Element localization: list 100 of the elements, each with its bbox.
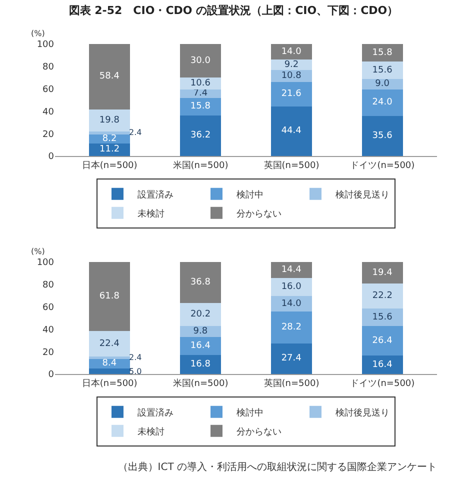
bar <box>180 44 221 78</box>
legend-label: 未検討 <box>138 426 164 438</box>
bar <box>271 44 312 60</box>
bar <box>89 368 130 374</box>
bar <box>362 356 403 374</box>
y-tick-label: 0 <box>48 370 54 380</box>
data-label: 24.0 <box>372 98 393 108</box>
bar <box>271 60 312 70</box>
y-tick-label: 40 <box>42 107 54 118</box>
bar <box>271 262 312 278</box>
data-label: 10.8 <box>281 71 302 82</box>
bar <box>362 116 403 156</box>
y-axis-title: (%) <box>31 247 45 256</box>
y-tick-label: 60 <box>42 302 54 313</box>
y-tick-label: 100 <box>36 40 54 50</box>
legend-label: 検討中 <box>236 407 264 418</box>
data-label: 30.0 <box>190 56 211 66</box>
bar <box>89 331 130 356</box>
y-tick-label: 100 <box>36 258 54 268</box>
y-tick-label: 20 <box>42 348 54 358</box>
legend-label: 検討中 <box>236 189 264 200</box>
y-tick-label: 80 <box>42 62 54 73</box>
data-label: 19.8 <box>99 115 120 126</box>
data-label: 14.0 <box>281 298 302 309</box>
bar <box>271 82 312 106</box>
data-label: 15.8 <box>372 48 393 58</box>
bar <box>362 79 403 90</box>
bar <box>89 356 130 359</box>
data-label: 8.2 <box>102 134 117 144</box>
data-label: 16.4 <box>372 360 393 370</box>
legend-label: 設置済み <box>138 407 174 418</box>
data-label: 15.6 <box>372 312 393 322</box>
data-label: 9.2 <box>284 60 299 70</box>
bar <box>362 262 403 284</box>
bar <box>180 115 221 156</box>
bar <box>89 44 130 110</box>
data-label: 10.6 <box>190 78 211 89</box>
bar <box>180 89 221 98</box>
y-axis-title: (%) <box>31 29 45 38</box>
legend-label: 未検討 <box>138 208 164 220</box>
bar <box>180 262 221 304</box>
x-tick-label: 日本(n=500) <box>82 378 138 389</box>
bar <box>362 62 403 80</box>
data-label: 14.0 <box>281 46 302 57</box>
x-tick-label: 米国(n=500) <box>172 378 228 389</box>
bar <box>89 132 130 134</box>
data-label: 27.4 <box>281 354 302 364</box>
bar <box>180 336 221 356</box>
x-tick-label: ドイツ(n=500) <box>350 378 415 389</box>
y-tick-label: 80 <box>42 280 54 291</box>
data-label: 9.8 <box>193 326 208 336</box>
bar <box>362 284 403 309</box>
bar <box>180 98 221 116</box>
x-tick-label: 英国(n=500) <box>264 160 320 171</box>
legend-label: 設置済み <box>138 189 174 200</box>
data-label: 9.0 <box>375 79 390 90</box>
bar <box>271 296 312 312</box>
data-label: 15.8 <box>190 102 211 112</box>
legend-label: 検討後見送り <box>336 407 390 418</box>
data-label: 44.4 <box>281 126 302 136</box>
y-tick-label: 0 <box>48 152 54 162</box>
data-label: 20.2 <box>190 310 211 320</box>
bar <box>180 303 221 326</box>
bar <box>362 44 403 62</box>
data-label: 36.2 <box>190 130 211 141</box>
bar <box>180 355 221 374</box>
legend-label: 分からない <box>236 208 282 220</box>
bar <box>89 109 130 132</box>
data-label: 28.2 <box>281 322 302 333</box>
y-tick-label: 20 <box>42 130 54 140</box>
x-tick-label: ドイツ(n=500) <box>350 160 415 171</box>
data-label: 21.6 <box>281 89 302 100</box>
bar <box>89 262 130 332</box>
y-tick-label: 60 <box>42 84 54 95</box>
data-label: 2.4 <box>129 353 142 362</box>
bar <box>89 143 130 156</box>
y-tick-label: 40 <box>42 325 54 336</box>
x-tick-label: 英国(n=500) <box>264 378 320 389</box>
data-label: 58.4 <box>99 72 120 82</box>
data-label: 11.2 <box>100 144 120 155</box>
data-label: 8.4 <box>102 358 117 369</box>
data-label: 2.4 <box>129 128 142 137</box>
bar <box>271 343 312 374</box>
x-tick-label: 米国(n=500) <box>172 160 228 171</box>
text: （出典）ICT の導入・利活用への取組状況に関する国際企業アンケート <box>116 460 438 475</box>
bar <box>362 326 403 356</box>
data-label: 22.2 <box>372 291 392 302</box>
bar <box>362 308 403 326</box>
data-label: 15.6 <box>372 65 393 76</box>
data-label: 16.0 <box>281 282 302 292</box>
bar <box>362 89 403 116</box>
data-label: 19.4 <box>372 268 393 278</box>
data-label: 16.8 <box>190 360 211 370</box>
bar <box>271 312 312 344</box>
data-label: 16.4 <box>190 341 211 351</box>
legend-label: 検討後見送り <box>336 189 390 200</box>
bar <box>271 106 312 156</box>
data-label: 22.4 <box>99 338 120 349</box>
data-label: 35.6 <box>372 131 393 142</box>
legend-label: 分からない <box>236 426 282 438</box>
